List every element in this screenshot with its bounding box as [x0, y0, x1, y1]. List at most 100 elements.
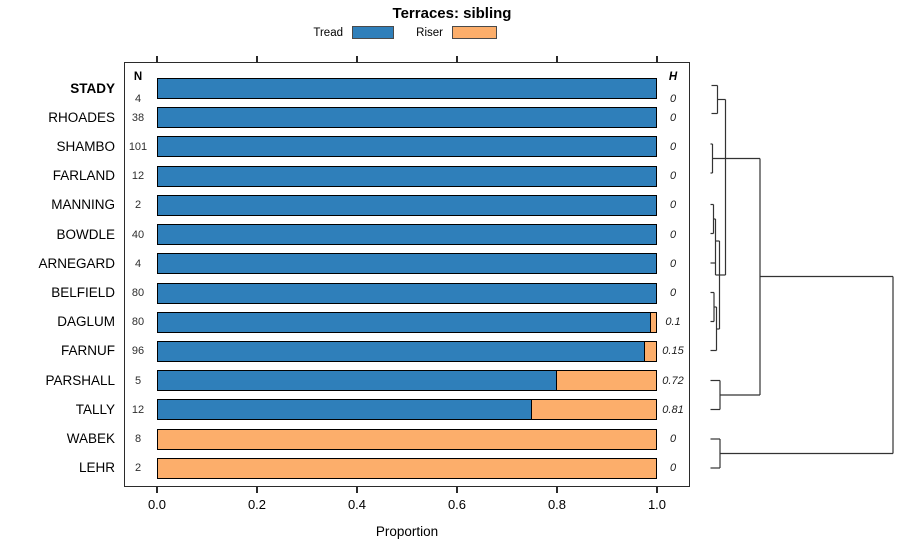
stacked-bar	[157, 107, 657, 129]
x-axis-tick-top	[556, 56, 558, 62]
n-value: 40	[131, 228, 145, 241]
tread-segment	[157, 399, 532, 421]
h-value: 0	[669, 199, 677, 212]
x-axis-tick-top	[456, 56, 458, 62]
riser-segment	[157, 428, 657, 450]
tread-segment	[157, 78, 657, 99]
stacked-bar	[157, 457, 657, 479]
stacked-bar	[157, 340, 657, 362]
x-axis-tick	[456, 487, 458, 493]
tread-segment	[157, 224, 657, 246]
x-axis-tick-label: 0.2	[247, 497, 267, 512]
tread-segment	[157, 370, 557, 392]
x-axis-tick-label: 0.4	[347, 497, 367, 512]
row-label: FARNUF	[61, 343, 115, 359]
h-column-header: H	[668, 71, 678, 83]
row-label: STADY	[70, 80, 115, 96]
tread-segment	[157, 282, 657, 304]
row-label: BOWDLE	[56, 226, 115, 242]
n-value: 12	[131, 403, 145, 416]
h-value: 0	[669, 170, 677, 183]
n-value: 80	[131, 287, 145, 300]
x-axis-tick	[656, 487, 658, 493]
stacked-bar	[157, 253, 657, 275]
stacked-bar	[157, 194, 657, 216]
riser-segment	[157, 457, 657, 479]
tread-segment	[157, 194, 657, 216]
n-value: 2	[134, 462, 142, 475]
n-value: 38	[131, 111, 145, 124]
stacked-bar	[157, 165, 657, 187]
h-value: 0	[669, 228, 677, 241]
h-value: 0	[669, 257, 677, 270]
n-value: 101	[128, 140, 148, 153]
dendrogram	[710, 84, 894, 469]
x-axis-tick	[256, 487, 258, 493]
plot-area	[124, 62, 690, 487]
row-label: LEHR	[78, 460, 115, 476]
x-axis-tick-label: 1.0	[647, 497, 667, 512]
row-label: SHAMBO	[56, 138, 115, 154]
stacked-bar	[157, 224, 657, 246]
tread-segment	[157, 340, 645, 362]
n-value: 8	[134, 433, 142, 446]
x-axis-title: Proportion	[375, 524, 439, 539]
h-value: 0	[669, 433, 677, 446]
tread-segment	[157, 107, 657, 129]
row-label: TALLY	[75, 401, 115, 417]
legend-label-riser: Riser	[416, 27, 443, 39]
x-axis-tick	[156, 487, 158, 493]
row-label: RHOADES	[48, 109, 115, 125]
h-value: 0.81	[662, 403, 684, 416]
n-value: 96	[131, 345, 145, 358]
x-axis-tick-label: 0.0	[147, 497, 167, 512]
row-label: DAGLUM	[57, 314, 115, 330]
h-value: 0	[669, 111, 677, 124]
h-value: 0.15	[662, 345, 684, 358]
h-value: 0.1	[665, 316, 681, 329]
stacked-bar	[157, 136, 657, 158]
x-axis-tick-top	[256, 56, 258, 62]
row-label: PARSHALL	[45, 372, 115, 388]
legend-label-tread: Tread	[313, 27, 343, 39]
x-axis-tick	[556, 487, 558, 493]
x-axis-tick-label: 0.6	[447, 497, 467, 512]
legend-swatch-riser	[452, 26, 497, 39]
tread-segment	[157, 311, 651, 333]
riser-segment	[644, 340, 657, 362]
h-value: 0.72	[662, 374, 684, 387]
n-column-header: N	[133, 71, 143, 83]
legend-swatch-tread	[352, 26, 394, 39]
stacked-bar	[157, 78, 657, 99]
n-value: 4	[134, 92, 142, 105]
x-axis-tick	[356, 487, 358, 493]
h-value: 0	[669, 140, 677, 153]
stacked-bar	[157, 399, 657, 421]
riser-segment	[532, 399, 657, 421]
x-axis-tick-top	[156, 56, 158, 62]
chart-title: Terraces: sibling	[392, 5, 512, 22]
stacked-bar	[157, 282, 657, 304]
row-label: MANNING	[51, 197, 115, 213]
stacked-bar	[157, 370, 657, 392]
stacked-bar	[157, 311, 657, 333]
tread-segment	[157, 136, 657, 158]
x-axis-tick-top	[356, 56, 358, 62]
h-value: 0	[669, 462, 677, 475]
row-label: BELFIELD	[51, 285, 115, 301]
riser-segment	[650, 311, 657, 333]
n-value: 4	[134, 257, 142, 270]
tread-segment	[157, 253, 657, 275]
row-label: ARNEGARD	[38, 255, 115, 271]
h-value: 0	[669, 287, 677, 300]
row-label: WABEK	[66, 431, 115, 447]
n-value: 5	[134, 374, 142, 387]
riser-segment	[557, 370, 657, 392]
n-value: 12	[131, 170, 145, 183]
h-value: 0	[669, 92, 677, 105]
n-value: 80	[131, 316, 145, 329]
n-value: 2	[134, 199, 142, 212]
stacked-bar	[157, 428, 657, 450]
row-label: FARLAND	[52, 168, 115, 184]
